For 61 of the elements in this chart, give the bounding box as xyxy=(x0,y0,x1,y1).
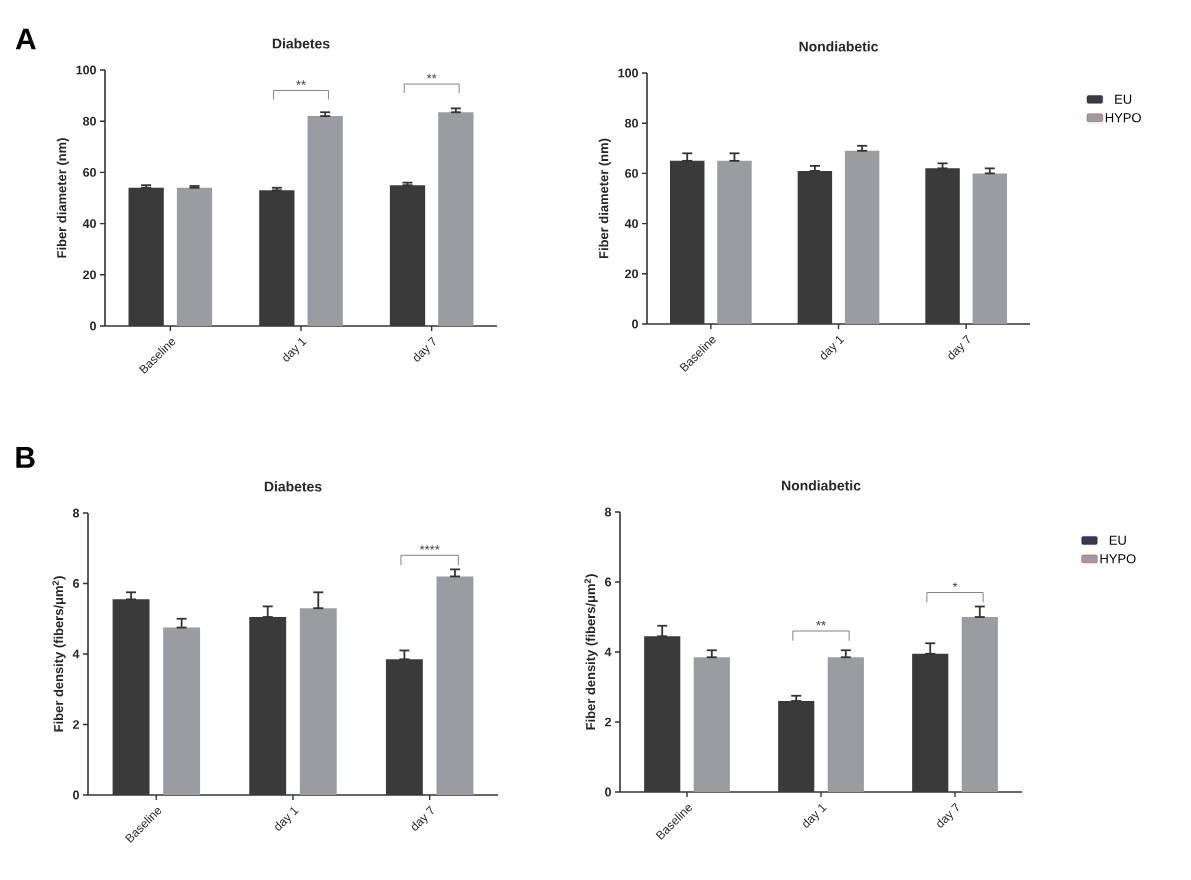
x-tick-label: day 7 xyxy=(413,336,436,362)
legend-label: EU xyxy=(1115,94,1132,104)
y-tick-label: 100 xyxy=(76,65,96,75)
chart-title: Diabetes xyxy=(272,38,330,49)
x-tick-label: day 7 xyxy=(411,805,434,831)
bar xyxy=(299,608,337,795)
bar xyxy=(436,576,474,795)
annotation: * xyxy=(952,582,958,587)
annotation: **** xyxy=(419,545,440,550)
x-tick-label: day 1 xyxy=(820,336,845,360)
y-tick-label: 80 xyxy=(625,118,638,128)
y-tick-label: 2 xyxy=(72,720,79,729)
y-tick-label: 6 xyxy=(73,579,80,588)
x-tick-label: day 1 xyxy=(283,338,307,362)
y-tick-label: 60 xyxy=(83,167,96,177)
y-tick-label: 8 xyxy=(604,507,612,517)
bar xyxy=(176,187,213,326)
chart-title: Nondiabetic xyxy=(799,41,879,52)
bar xyxy=(307,116,343,326)
y-tick-label: 100 xyxy=(618,68,638,78)
annotation: ** xyxy=(816,620,826,626)
annotation: ** xyxy=(296,80,306,85)
text: A xyxy=(15,28,36,50)
y-tick-label: 2 xyxy=(605,717,611,727)
y-tick-label: 20 xyxy=(83,270,96,280)
y-tick-label: 0 xyxy=(90,321,96,331)
x-tick-label: day 1 xyxy=(803,804,827,828)
y-axis-title: Fiber density (fibers/μm$^{2}$) xyxy=(584,574,598,730)
bar xyxy=(972,173,1008,324)
x-tick-label: day 1 xyxy=(275,807,299,831)
y-tick-label: 40 xyxy=(624,219,638,229)
y-tick-label: 60 xyxy=(625,168,638,178)
legend-label: HYPO xyxy=(1100,554,1136,564)
bar xyxy=(438,112,474,326)
x-tick-label: day 7 xyxy=(937,802,959,828)
y-axis-title: Fiber diameter (nm) xyxy=(56,138,69,258)
y-tick-label: 80 xyxy=(83,116,96,126)
bar xyxy=(163,627,201,795)
bar xyxy=(827,657,864,792)
y-tick-label: 8 xyxy=(72,508,80,518)
y-axis-title: Fiber diameter (nm) xyxy=(598,138,611,259)
bar xyxy=(693,657,730,792)
y-tick-label: 4 xyxy=(604,647,612,657)
y-tick-label: 0 xyxy=(73,790,79,800)
y-tick-label: 6 xyxy=(605,577,612,587)
chart-title: Nondiabetic xyxy=(782,480,861,491)
legend-label: HYPO xyxy=(1105,113,1141,123)
bar xyxy=(961,617,998,792)
annotation: ** xyxy=(426,73,437,79)
x-tick-label: day 7 xyxy=(948,334,970,360)
y-tick-label: 20 xyxy=(625,269,638,279)
legend-label: EU xyxy=(1109,535,1126,545)
text: B xyxy=(16,447,35,468)
bar xyxy=(844,150,880,324)
y-axis-title: Fiber density (fibers/μm$^{2}$) xyxy=(52,576,66,732)
bar xyxy=(717,160,752,324)
y-tick-label: 4 xyxy=(72,649,80,659)
chart-title: Diabetes xyxy=(264,481,322,492)
y-tick-label: 0 xyxy=(632,319,638,329)
y-tick-label: 40 xyxy=(82,219,96,229)
y-tick-label: 0 xyxy=(605,787,611,797)
